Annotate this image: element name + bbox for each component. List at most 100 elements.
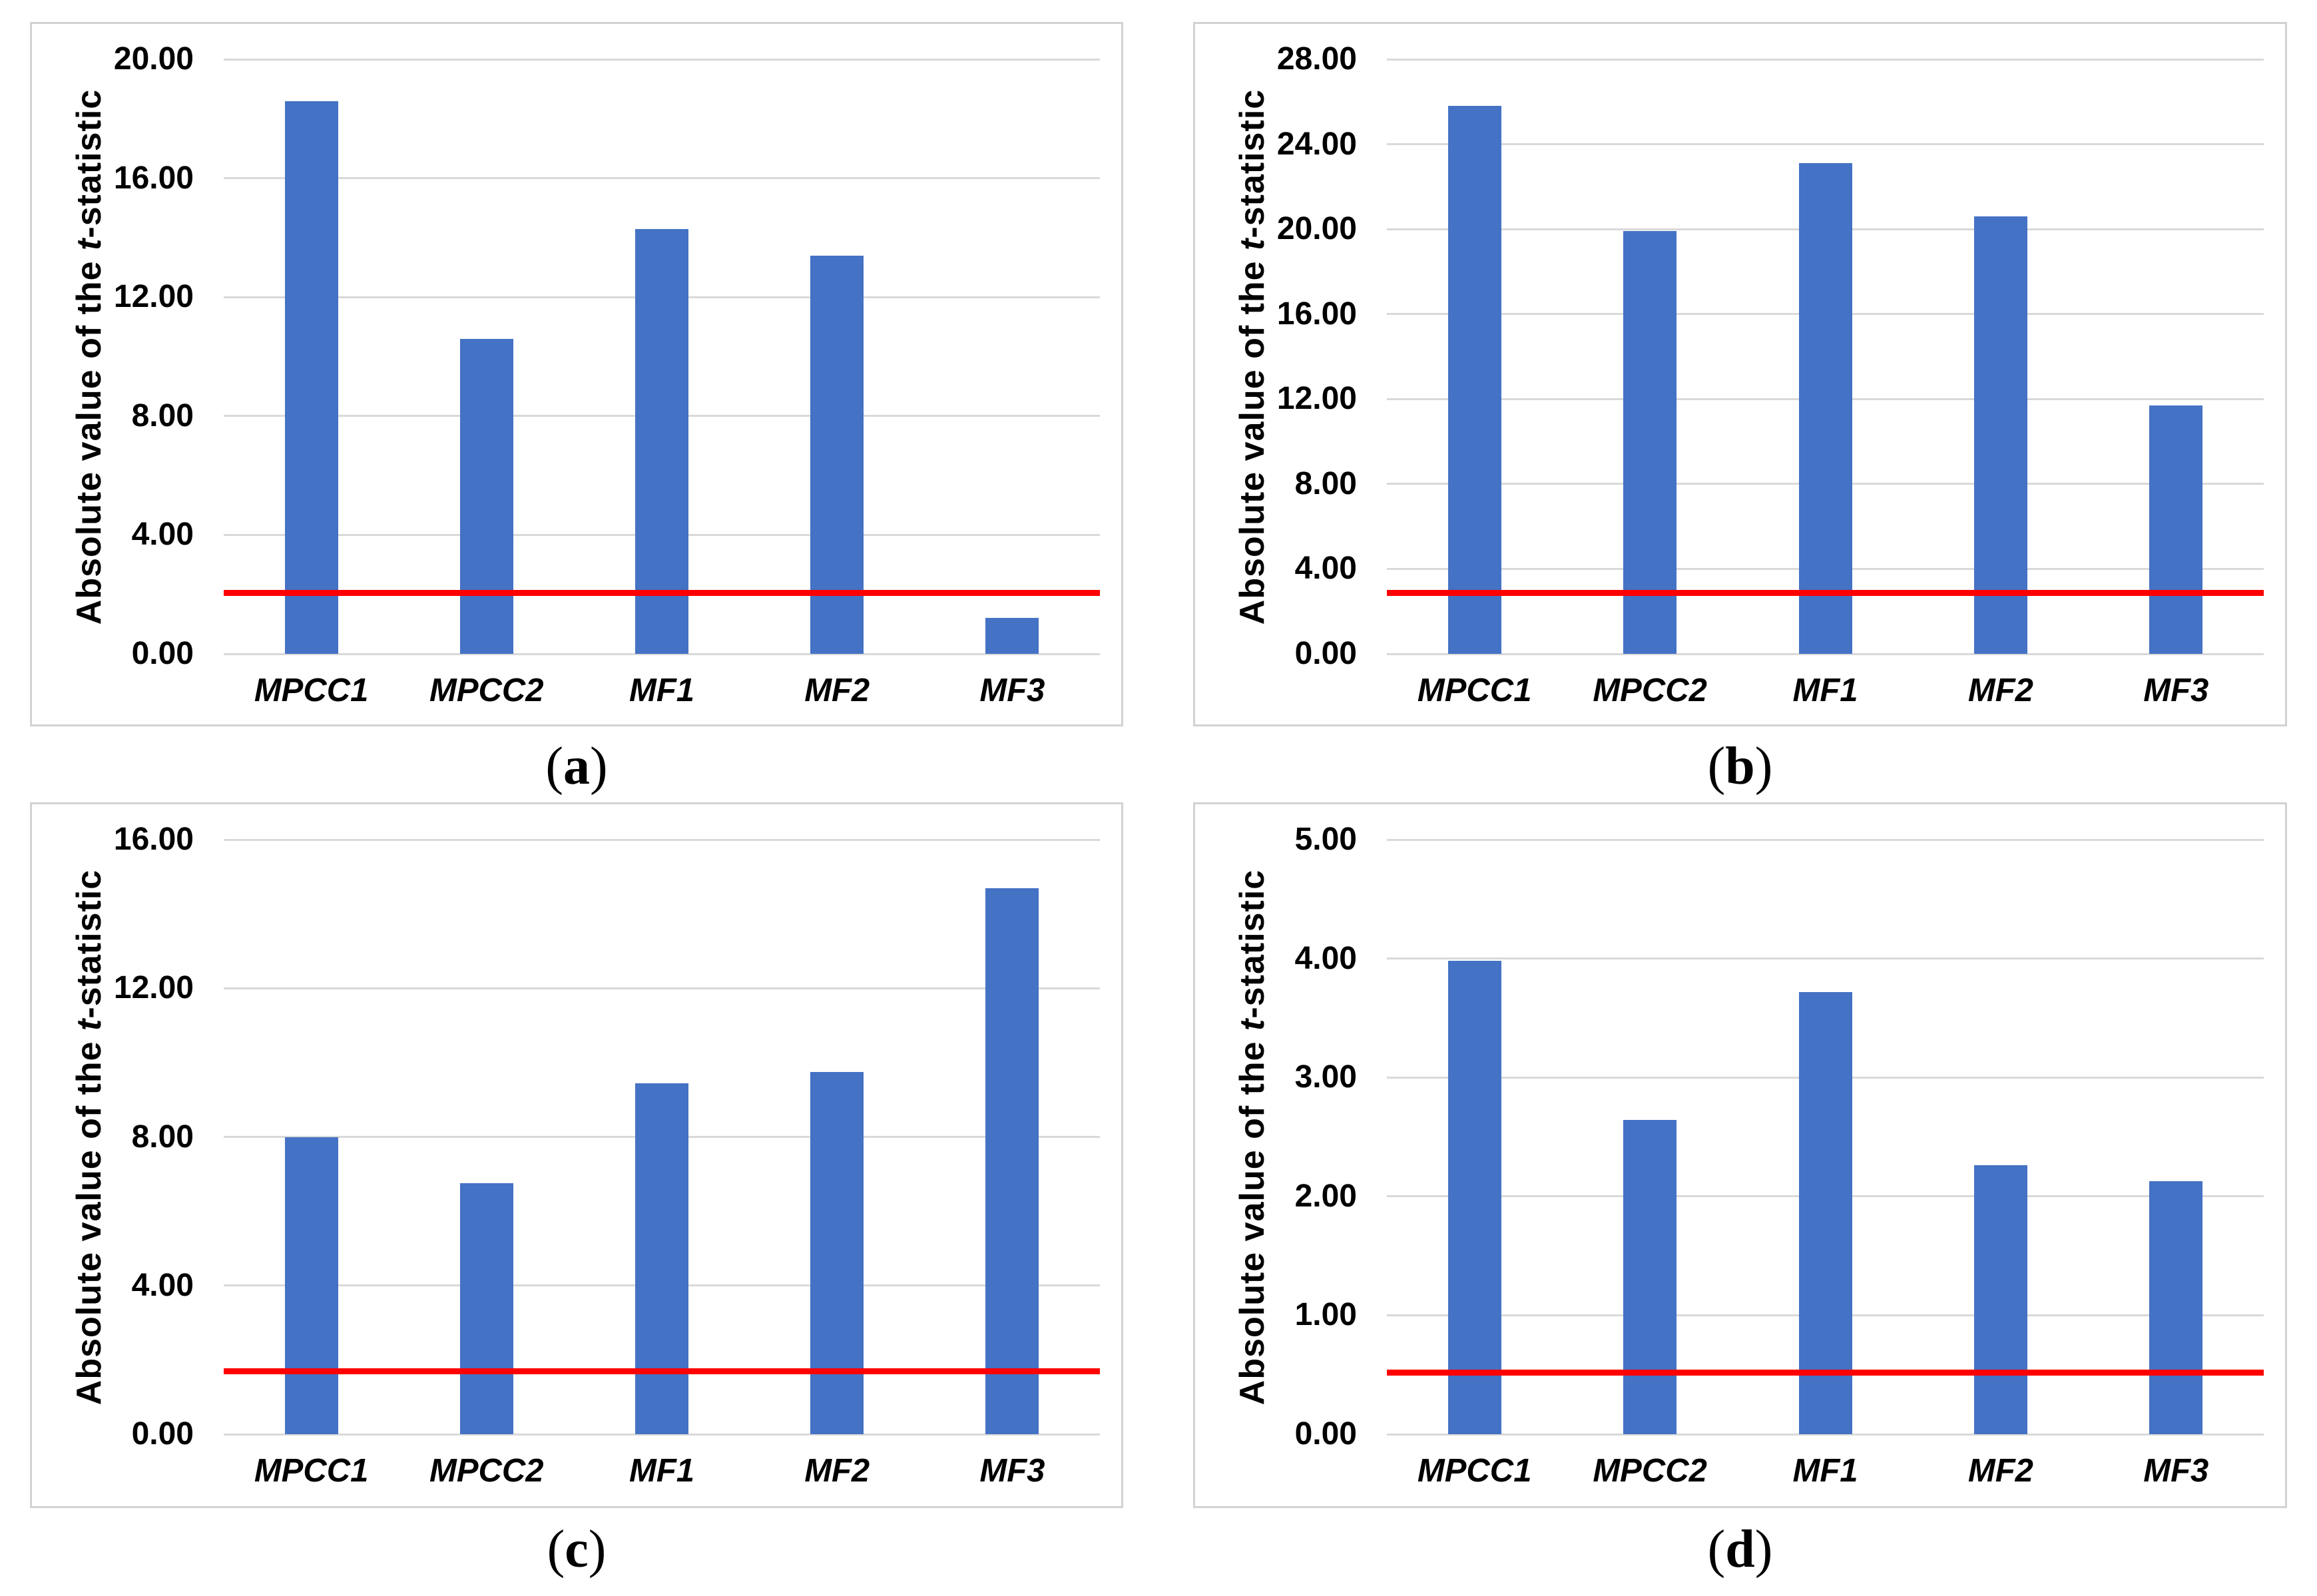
y-tick-label: 4.00 bbox=[1294, 551, 1357, 587]
caption-paren-close: ) bbox=[1754, 1520, 1773, 1579]
y-tick-label: 16.00 bbox=[113, 822, 194, 857]
caption-paren-close: ) bbox=[590, 737, 608, 796]
bar-MF2 bbox=[1973, 216, 2027, 654]
y-tick-label: 4.00 bbox=[131, 1267, 194, 1303]
plot-area bbox=[224, 58, 1100, 655]
x-category-label-MPCC1: MPCC1 bbox=[254, 672, 369, 708]
y-tick-label: 0.00 bbox=[131, 636, 194, 671]
y-axis-title-italic-t: t bbox=[1233, 1018, 1272, 1031]
chart-panel-a: Absolute value of the t-statistic 20.00 1… bbox=[30, 22, 1123, 726]
x-category-label-MF1: MF1 bbox=[1792, 1453, 1858, 1489]
caption-paren-open: ( bbox=[547, 1520, 565, 1579]
x-category-label-MPCC1: MPCC1 bbox=[1417, 1453, 1532, 1489]
plot-area bbox=[224, 838, 1100, 1436]
bar-MF2 bbox=[1973, 1165, 2027, 1434]
gridline bbox=[224, 987, 1100, 989]
chart-panel-d: Absolute value of the t-statistic 5.00 4.… bbox=[1193, 802, 2287, 1508]
caption-letter: c bbox=[565, 1520, 589, 1579]
y-tick-label: 4.00 bbox=[1294, 940, 1357, 976]
bar-MPCC2 bbox=[1623, 1120, 1677, 1434]
caption-letter: d bbox=[1725, 1520, 1755, 1579]
x-category-label-MF2: MF2 bbox=[1967, 1453, 2033, 1489]
x-category-label-MF1: MF1 bbox=[629, 672, 694, 708]
caption-b: (b) bbox=[1193, 734, 2287, 798]
gridline bbox=[224, 1433, 1100, 1436]
chart-panel-b: Absolute value of the t-statistic 28.00 2… bbox=[1193, 22, 2287, 726]
bar-MPCC2 bbox=[459, 1183, 513, 1434]
gridline bbox=[1387, 143, 2264, 146]
y-axis-title-prefix: Absolute value of the bbox=[70, 1030, 109, 1405]
caption-d: (d) bbox=[1193, 1517, 2287, 1581]
y-tick-label: 8.00 bbox=[1294, 465, 1357, 501]
y-tick-label: 20.00 bbox=[113, 41, 194, 77]
y-tick-label: 28.00 bbox=[1276, 41, 1357, 77]
y-tick-label: 4.00 bbox=[131, 517, 194, 553]
gridline bbox=[1387, 58, 2264, 61]
x-category-label-MF2: MF2 bbox=[804, 672, 870, 708]
bar-MF2 bbox=[810, 1071, 864, 1434]
x-category-label-MPCC2: MPCC2 bbox=[1593, 1453, 1707, 1489]
y-axis-title-text: Absolute value of the t-statistic bbox=[1232, 89, 1272, 624]
gridline bbox=[1387, 957, 2264, 960]
y-tick-label: 20.00 bbox=[1276, 211, 1357, 247]
bar-MF1 bbox=[635, 1083, 688, 1434]
bar-MF3 bbox=[2149, 405, 2203, 654]
y-tick-label: 8.00 bbox=[131, 398, 194, 433]
x-category-label-MPCC2: MPCC2 bbox=[429, 1453, 544, 1489]
bar-MF1 bbox=[1798, 991, 1852, 1434]
x-category-label-MF1: MF1 bbox=[629, 1453, 694, 1489]
y-axis-title: Absolute value of the t-statistic bbox=[1220, 840, 1284, 1434]
bar-MF1 bbox=[635, 228, 688, 654]
bar-MF3 bbox=[2149, 1181, 2203, 1434]
y-tick-label: 0.00 bbox=[1294, 636, 1357, 671]
gridline bbox=[224, 58, 1100, 61]
y-tick-label: 1.00 bbox=[1294, 1297, 1357, 1333]
y-tick-label: 12.00 bbox=[113, 970, 194, 1006]
x-category-label-MF3: MF3 bbox=[2143, 1453, 2209, 1489]
y-axis-title-italic-t: t bbox=[70, 238, 109, 250]
x-category-label-MF3: MF3 bbox=[979, 672, 1045, 708]
bar-MF2 bbox=[810, 255, 864, 654]
threshold-line bbox=[224, 589, 1100, 596]
y-tick-label: 16.00 bbox=[1276, 296, 1357, 332]
threshold-line bbox=[1387, 1369, 2264, 1376]
caption-paren-open: ( bbox=[1707, 737, 1726, 796]
x-category-label-MPCC1: MPCC1 bbox=[1417, 672, 1532, 708]
x-category-label-MPCC2: MPCC2 bbox=[429, 672, 544, 708]
plot-area bbox=[1387, 838, 2264, 1436]
y-tick-label: 0.00 bbox=[1294, 1416, 1357, 1452]
caption-paren-close: ) bbox=[588, 1520, 607, 1579]
threshold-line bbox=[1387, 589, 2264, 596]
y-tick-label: 3.00 bbox=[1294, 1059, 1357, 1095]
x-category-label-MF2: MF2 bbox=[1967, 672, 2033, 708]
x-category-label-MF3: MF3 bbox=[2143, 672, 2209, 708]
x-category-label-MF3: MF3 bbox=[979, 1453, 1045, 1489]
bar-MPCC1 bbox=[1447, 961, 1501, 1434]
caption-paren-close: ) bbox=[1754, 737, 1773, 796]
threshold-line bbox=[224, 1368, 1100, 1374]
caption-paren-open: ( bbox=[1707, 1520, 1726, 1579]
gridline bbox=[1387, 1433, 2264, 1436]
gridline bbox=[1387, 653, 2264, 655]
bar-MF3 bbox=[985, 618, 1039, 654]
x-category-label-MF1: MF1 bbox=[1792, 672, 1858, 708]
caption-a: (a) bbox=[30, 734, 1123, 798]
bar-MF1 bbox=[1798, 163, 1852, 654]
y-tick-label: 16.00 bbox=[113, 160, 194, 196]
bar-MPCC1 bbox=[284, 1137, 338, 1434]
gridline bbox=[224, 838, 1100, 841]
y-tick-label: 12.00 bbox=[1276, 381, 1357, 417]
gridline bbox=[1387, 838, 2264, 841]
gridline bbox=[224, 177, 1100, 180]
caption-letter: b bbox=[1725, 737, 1755, 796]
bar-MPCC1 bbox=[284, 101, 338, 654]
y-tick-label: 24.00 bbox=[1276, 126, 1357, 162]
y-tick-label: 8.00 bbox=[131, 1119, 194, 1155]
plot-area bbox=[1387, 58, 2264, 655]
y-tick-label: 0.00 bbox=[131, 1416, 194, 1452]
y-tick-label: 12.00 bbox=[113, 279, 194, 315]
bar-MPCC2 bbox=[459, 338, 513, 654]
y-axis-title: Absolute value of the t-statistic bbox=[57, 59, 121, 654]
bar-MPCC2 bbox=[1623, 231, 1677, 654]
